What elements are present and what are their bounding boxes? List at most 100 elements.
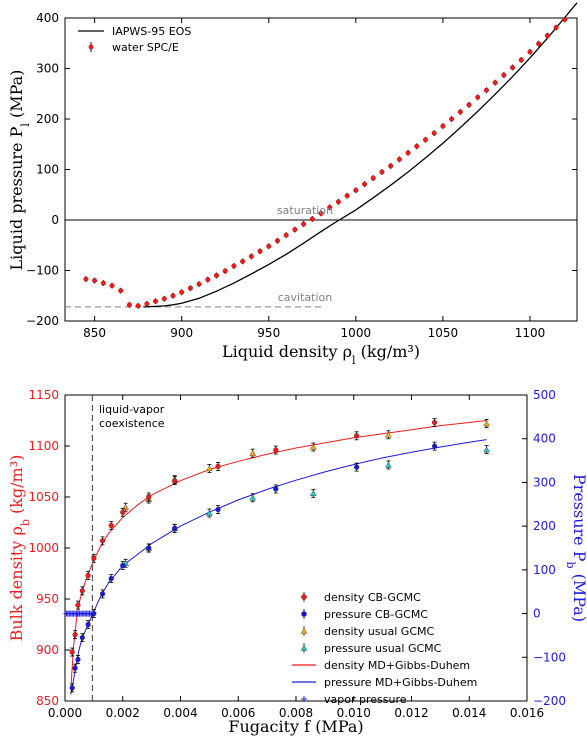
point-spce: [510, 64, 516, 70]
point-spce: [205, 277, 211, 283]
point-spce: [457, 109, 463, 115]
legend-label-iapws: IAPWS-95 EOS: [112, 25, 191, 38]
top-x-axis-label: Liquid density ρl (kg/m³): [222, 342, 420, 367]
bottom-x-tick-label: 0.000: [48, 706, 82, 720]
point-density-cb: [354, 433, 360, 439]
bottom-left-y-tick-label: 950: [36, 592, 59, 606]
legend-marker: [301, 594, 307, 600]
bottom-right-y-tick-label: 400: [533, 432, 556, 446]
top-x-tick-label: 900: [170, 326, 193, 340]
top-x-tick-label: 1000: [341, 326, 372, 340]
point-density-cb: [172, 478, 178, 484]
point-pressure-cb: [432, 443, 438, 449]
point-spce: [544, 33, 550, 39]
legend-marker: [300, 627, 308, 634]
point-spce: [100, 280, 106, 286]
point-spce: [362, 181, 368, 187]
point-pressure-usual: [385, 461, 392, 468]
point-spce: [309, 216, 315, 222]
point-pressure-cb: [215, 506, 221, 513]
point-spce: [135, 303, 141, 309]
legend-label: pressure usual GCMC: [324, 642, 442, 655]
top-x-tick-label: 1100: [515, 326, 546, 340]
point-spce: [335, 199, 341, 205]
point-density-cb: [432, 419, 438, 426]
top-plot-frame: [64, 17, 578, 322]
point-pressure-cb: [172, 525, 178, 531]
point-spce: [214, 273, 220, 279]
point-spce: [440, 123, 446, 129]
bottom-x-tick-label: 0.008: [279, 706, 313, 720]
bottom-right-y-tick-label: 200: [533, 519, 556, 533]
point-spce: [492, 80, 498, 86]
top-legend: IAPWS-95 EOS water SPC/E: [78, 25, 191, 54]
point-vapor-pressure: [87, 610, 94, 617]
top-y-tick-label: 400: [36, 11, 59, 25]
bottom-plot-frame: [64, 394, 528, 702]
bottom-left-y-tick-label: 1050: [28, 490, 59, 504]
point-spce: [161, 296, 167, 302]
point-spce: [527, 49, 533, 55]
point-spce: [327, 204, 333, 210]
legend-marker: [301, 611, 307, 617]
point-spce: [266, 243, 272, 249]
point-pressure-cb: [69, 685, 75, 691]
coexistence-label-line2: coexistence: [99, 417, 165, 430]
point-spce: [196, 281, 202, 287]
point-density-cb: [215, 463, 221, 469]
series-line-pressure-md: [70, 439, 487, 695]
legend-label: pressure MD+Gibbs-Duhem: [324, 676, 477, 689]
bottom-legend: density CB-GCMC pressure CB-GCMC density u…: [292, 591, 477, 706]
legend-label: density MD+Gibbs-Duhem: [324, 659, 470, 672]
legend-label: pressure CB-GCMC: [324, 608, 428, 621]
top-y-tick-label: 300: [36, 62, 59, 76]
point-spce: [257, 248, 263, 254]
point-pressure-usual: [483, 446, 490, 453]
point-spce: [379, 169, 385, 175]
point-spce: [370, 175, 376, 181]
point-spce: [248, 253, 254, 259]
point-density-cb: [120, 509, 126, 515]
point-spce: [318, 210, 324, 216]
point-spce: [501, 72, 507, 78]
bottom-x-tick-label: 0.014: [452, 706, 486, 720]
point-density-usual: [122, 503, 129, 510]
bottom-left-y-axis-label: Bulk density ρb (kg/m³): [7, 455, 32, 642]
point-pressure-cb: [146, 545, 152, 551]
bottom-x-tick-label: 0.004: [163, 706, 197, 720]
bottom-x-tick-label: 0.002: [106, 706, 140, 720]
point-density-cb: [91, 555, 97, 561]
legend-marker: [300, 644, 308, 651]
point-spce: [353, 187, 359, 193]
top-y-tick-label: 0: [51, 213, 59, 227]
bottom-left-y-tick-label: 1100: [28, 439, 59, 453]
point-spce: [92, 278, 98, 284]
point-spce: [431, 130, 437, 136]
legend-marker-spce: [88, 44, 94, 50]
bottom-right-y-tick-label: −200: [533, 694, 566, 708]
coexistence-label-line1: liquid-vapor: [99, 403, 165, 416]
top-x-tick-label: 850: [83, 326, 106, 340]
point-density-usual: [310, 443, 317, 450]
point-pressure-cb: [72, 665, 78, 671]
point-spce: [449, 116, 455, 122]
bottom-x-tick-label: 0.006: [221, 706, 255, 720]
point-spce: [422, 137, 428, 143]
point-density-cb: [79, 588, 85, 594]
point-spce: [109, 283, 115, 289]
top-y-tick-label: 200: [36, 112, 59, 126]
legend-label: density usual GCMC: [324, 625, 434, 638]
point-density-usual: [206, 465, 213, 472]
point-density-cb: [75, 602, 81, 608]
point-pressure-cb: [120, 562, 126, 569]
point-spce: [483, 87, 489, 93]
point-density-usual: [249, 449, 256, 456]
point-spce: [536, 41, 542, 47]
bottom-right-y-axis-label: Pressure Pb (MPa): [565, 474, 587, 622]
top-x-tick-label: 950: [257, 326, 280, 340]
point-pressure-cb: [354, 464, 360, 470]
legend-label-spce: water SPC/E: [112, 41, 179, 54]
bottom-right-y-tick-label: 100: [533, 563, 556, 577]
point-spce: [414, 143, 420, 149]
point-density-cb: [99, 538, 106, 544]
